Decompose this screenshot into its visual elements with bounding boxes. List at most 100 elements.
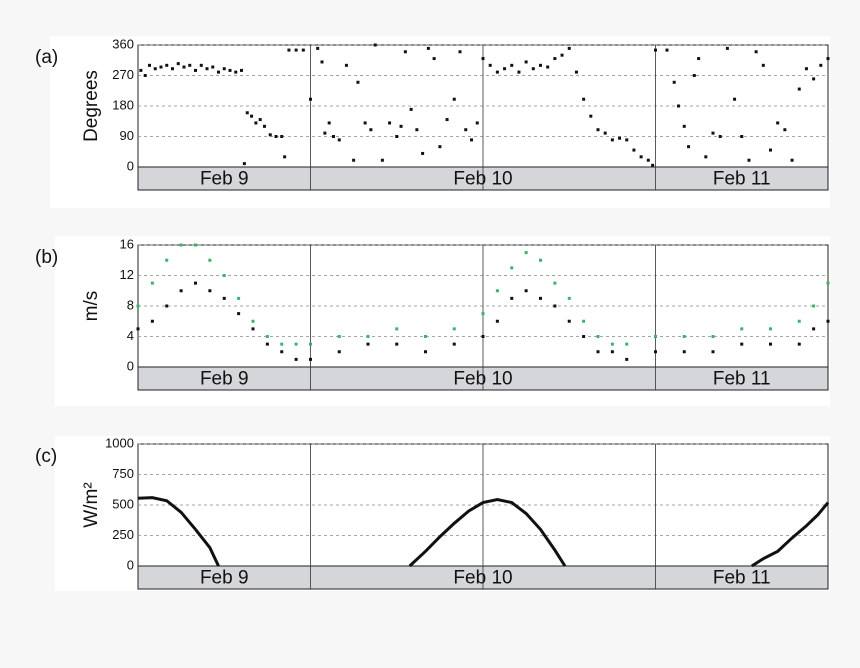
data-point xyxy=(263,124,266,128)
data-point xyxy=(165,304,169,308)
data-point xyxy=(560,53,564,57)
data-point xyxy=(603,131,607,135)
y-axis-label: Degrees xyxy=(81,70,102,142)
data-point xyxy=(222,296,226,300)
data-point xyxy=(510,63,514,67)
data-point xyxy=(625,357,629,361)
data-point xyxy=(363,121,367,125)
data-point xyxy=(769,327,772,331)
data-point xyxy=(395,342,399,346)
data-point xyxy=(711,335,715,338)
data-point xyxy=(222,274,226,277)
data-point xyxy=(582,319,586,323)
data-point xyxy=(251,319,255,323)
y-tick-label: 360 xyxy=(112,36,134,51)
data-point xyxy=(711,131,715,135)
data-point xyxy=(665,48,669,52)
data-point xyxy=(582,97,586,101)
data-point xyxy=(682,335,686,338)
data-point xyxy=(677,104,680,108)
data-point xyxy=(309,357,312,361)
data-point xyxy=(139,68,143,72)
data-point xyxy=(136,304,140,308)
data-point xyxy=(415,128,419,132)
data-point xyxy=(812,77,816,81)
y-tick-label: 1000 xyxy=(105,435,134,450)
data-point xyxy=(812,327,816,331)
data-point xyxy=(337,138,341,142)
data-point xyxy=(316,46,320,50)
data-point xyxy=(258,118,262,122)
data-point xyxy=(524,251,528,255)
data-point xyxy=(323,131,327,135)
data-point xyxy=(344,63,348,67)
data-point xyxy=(352,158,356,162)
x-tick-label: Feb 11 xyxy=(713,369,771,390)
data-point xyxy=(268,133,272,137)
data-point xyxy=(524,289,528,293)
data-point xyxy=(567,46,571,50)
data-point xyxy=(582,335,586,338)
y-tick-label: 500 xyxy=(112,496,134,511)
data-point xyxy=(470,138,473,142)
data-point xyxy=(240,68,243,72)
data-point xyxy=(574,70,578,74)
data-point xyxy=(165,63,169,67)
data-point xyxy=(510,296,514,300)
data-point xyxy=(495,319,499,323)
y-tick-label: 12 xyxy=(120,267,134,282)
data-point xyxy=(452,342,456,346)
data-point xyxy=(531,67,535,71)
data-point xyxy=(687,145,691,149)
data-point xyxy=(380,158,384,162)
data-point xyxy=(754,50,758,54)
y-tick-label: 8 xyxy=(127,297,134,312)
data-point xyxy=(399,124,403,128)
data-point xyxy=(567,296,571,300)
data-point xyxy=(697,57,701,61)
data-point xyxy=(409,107,413,111)
data-point xyxy=(503,67,507,71)
data-point xyxy=(747,158,751,162)
data-point xyxy=(596,335,600,338)
panel-label: (b) xyxy=(35,247,58,268)
data-point xyxy=(445,118,449,122)
data-point xyxy=(740,342,744,346)
data-point xyxy=(194,243,197,247)
y-tick-label: 250 xyxy=(112,527,134,542)
data-point xyxy=(148,63,151,67)
data-point xyxy=(553,304,557,308)
data-point xyxy=(797,342,801,346)
x-tick-label: Feb 11 xyxy=(713,568,771,589)
data-point xyxy=(654,335,657,338)
data-point xyxy=(618,136,622,140)
data-point xyxy=(475,121,479,125)
data-point xyxy=(294,357,298,361)
data-point xyxy=(546,65,550,69)
data-point xyxy=(424,335,427,338)
data-point xyxy=(783,128,787,132)
data-point xyxy=(265,335,269,338)
data-point xyxy=(356,80,360,84)
data-point xyxy=(237,312,241,316)
data-point xyxy=(711,350,715,354)
data-point xyxy=(790,158,794,162)
data-point xyxy=(208,289,212,293)
data-point xyxy=(327,121,331,125)
x-tick-label: Feb 9 xyxy=(200,369,249,390)
data-point xyxy=(553,281,557,285)
data-point xyxy=(672,80,676,84)
data-point xyxy=(369,128,373,132)
data-point xyxy=(725,46,729,50)
x-tick-label: Feb 9 xyxy=(200,568,249,589)
data-point xyxy=(510,266,514,270)
data-point xyxy=(826,281,830,285)
data-point xyxy=(553,57,557,61)
data-point xyxy=(452,97,456,101)
data-point xyxy=(740,135,744,138)
data-point xyxy=(337,335,341,338)
data-point xyxy=(610,350,614,354)
y-tick-label: 750 xyxy=(112,466,134,481)
data-point xyxy=(610,138,614,142)
